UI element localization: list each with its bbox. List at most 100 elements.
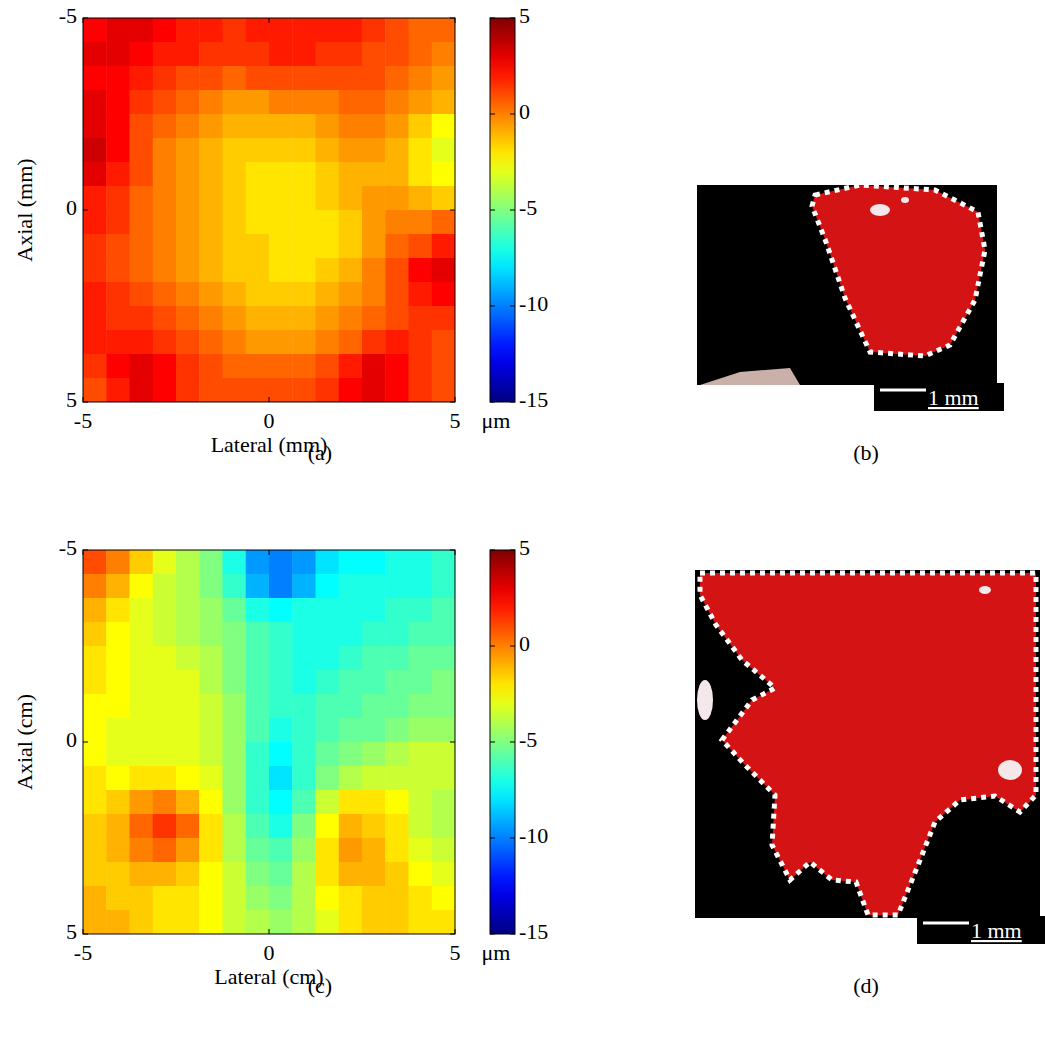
colorbar-tick — [510, 550, 515, 551]
heatmap-cell — [269, 886, 293, 911]
y-tick — [83, 402, 88, 403]
heatmap-cell — [292, 90, 316, 115]
heatmap-cell — [316, 162, 340, 187]
heatmap-cell — [223, 718, 247, 743]
heatmap-cell — [432, 354, 455, 379]
heatmap-cell — [246, 354, 270, 379]
heatmap-cell — [199, 550, 223, 575]
heatmap-cell — [292, 210, 316, 235]
colorbar-tick — [510, 210, 515, 211]
heatmap-cell — [153, 258, 177, 283]
photo-content — [700, 185, 985, 385]
heatmap-cell — [362, 766, 386, 791]
heatmap-cell — [362, 598, 386, 623]
heatmap-cell — [153, 910, 177, 934]
heatmap-cell — [83, 186, 107, 211]
heatmap-cell — [269, 186, 293, 211]
heatmap-cell — [432, 138, 455, 163]
heatmap-cell — [432, 258, 455, 283]
heatmap-cell — [246, 766, 270, 791]
heatmap-cell — [432, 162, 455, 187]
heatmap-cell — [432, 574, 455, 599]
heatmap-cell — [362, 90, 386, 115]
heatmap-cell — [83, 862, 107, 887]
cells — [83, 550, 455, 934]
heatmap-cell — [83, 622, 107, 647]
heatmap-cell — [269, 354, 293, 379]
heatmap-cell — [153, 814, 177, 839]
heatmap-cell — [339, 258, 363, 283]
heatmap-cell — [199, 766, 223, 791]
y-axis-label: Axial (cm) — [12, 694, 37, 790]
heatmap-cell — [130, 114, 154, 139]
heatmap-cell — [385, 742, 409, 767]
heatmap-cell — [385, 354, 409, 379]
y-tick-label: 0 — [66, 727, 77, 752]
heatmap-cell — [223, 886, 247, 911]
heatmap-cell — [269, 282, 293, 307]
colorbar-tick — [510, 18, 515, 19]
heatmap-cell — [176, 234, 200, 259]
x-tick-label: 5 — [450, 940, 461, 965]
heatmap-cell — [339, 574, 363, 599]
heatmap-cell — [83, 162, 107, 187]
heatmap-cell — [223, 234, 247, 259]
heatmap-cell — [153, 378, 177, 402]
x-tick — [269, 550, 270, 555]
plot-frame — [83, 18, 455, 402]
heatmap-cell — [339, 66, 363, 91]
heatmap-cell — [153, 646, 177, 671]
heatmap-cell — [385, 910, 409, 934]
heatmap-cell — [316, 330, 340, 355]
heatmap-cell — [339, 886, 363, 911]
y-tick-label: 5 — [66, 919, 77, 944]
heatmap-cell — [362, 18, 386, 43]
heatmap-cell — [153, 162, 177, 187]
figure: -505-505Lateral (mm)Axial (mm)(a)-15-10-… — [0, 0, 1045, 1055]
heatmap-cell — [83, 670, 107, 695]
heatmap-cell — [432, 910, 455, 934]
heatmap-cell — [223, 114, 247, 139]
heatmap-cell — [199, 306, 223, 331]
heatmap-cell — [246, 114, 270, 139]
highlight-spot — [901, 197, 909, 203]
heatmap-cell — [269, 646, 293, 671]
heatmap-cell — [409, 66, 433, 91]
heatmap-cell — [432, 90, 455, 115]
heatmap-cell — [409, 598, 433, 623]
heatmap-cell — [432, 306, 455, 331]
heatmap-cell — [292, 598, 316, 623]
scale-bar — [880, 389, 926, 392]
heatmap-cell — [316, 910, 340, 934]
heatmap-cell — [176, 550, 200, 575]
heatmap-cell — [199, 42, 223, 67]
heatmap-cell — [176, 910, 200, 934]
heatmap-cell — [339, 766, 363, 791]
heatmap-cell — [153, 306, 177, 331]
heatmap-cell — [223, 646, 247, 671]
heatmap-cell — [385, 670, 409, 695]
heatmap-cell — [269, 210, 293, 235]
heatmap-cell — [83, 718, 107, 743]
heatmap-cell — [292, 790, 316, 815]
heatmap-cell — [106, 258, 130, 283]
heatmap-cell — [199, 210, 223, 235]
colorbar-tick — [490, 838, 495, 839]
heatmap-cell — [385, 718, 409, 743]
heatmap-cell — [153, 694, 177, 719]
x-tick — [269, 397, 270, 402]
heatmap-cell — [199, 162, 223, 187]
y-tick — [450, 934, 455, 935]
heatmap-cell — [292, 550, 316, 575]
heatmap-cell — [269, 622, 293, 647]
heatmap-cell — [385, 838, 409, 863]
y-tick — [83, 210, 88, 211]
heatmap-cell — [246, 66, 270, 91]
heatmap-cell — [176, 886, 200, 911]
heatmap-cell — [83, 210, 107, 235]
x-tick — [455, 18, 456, 23]
heatmap-cell — [246, 282, 270, 307]
heatmap-cell — [385, 42, 409, 67]
heatmap-cell — [106, 162, 130, 187]
heatmap-cell — [432, 670, 455, 695]
